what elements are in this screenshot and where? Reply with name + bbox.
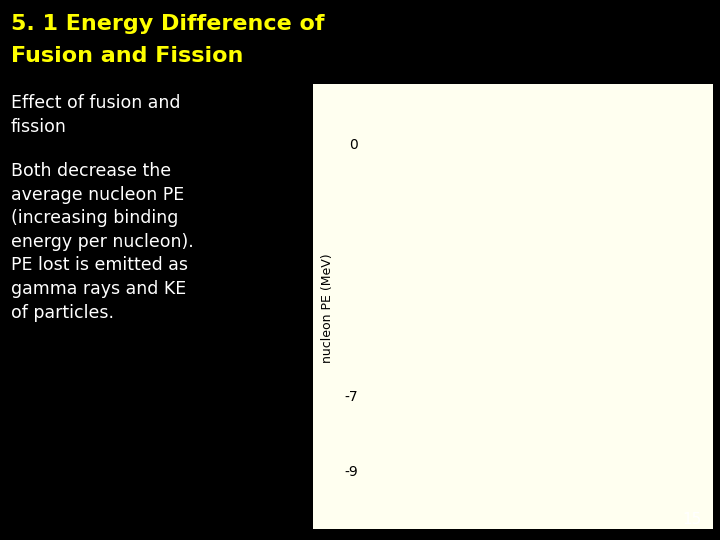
Text: nucleon PE (MeV): nucleon PE (MeV) bbox=[321, 253, 334, 363]
Text: nucleon number  A: nucleon number A bbox=[464, 57, 595, 71]
Text: -9: -9 bbox=[344, 465, 358, 479]
Text: 15: 15 bbox=[683, 511, 702, 526]
Text: Both decrease the
average nucleon PE
(increasing binding
energy per nucleon).
PE: Both decrease the average nucleon PE (in… bbox=[11, 162, 194, 322]
Text: 5. 1 Energy Difference of: 5. 1 Energy Difference of bbox=[11, 14, 324, 33]
Text: Fusion and Fission: Fusion and Fission bbox=[11, 46, 243, 66]
Text: Effect of fusion and
fission: Effect of fusion and fission bbox=[11, 94, 180, 136]
Text: -7: -7 bbox=[344, 390, 358, 404]
Text: $E_{\mathregular{fission}}$: $E_{\mathregular{fission}}$ bbox=[678, 444, 713, 459]
Text: 0: 0 bbox=[349, 138, 358, 152]
Text: $E_{\mathregular{fusion}}$: $E_{\mathregular{fusion}}$ bbox=[468, 370, 506, 385]
